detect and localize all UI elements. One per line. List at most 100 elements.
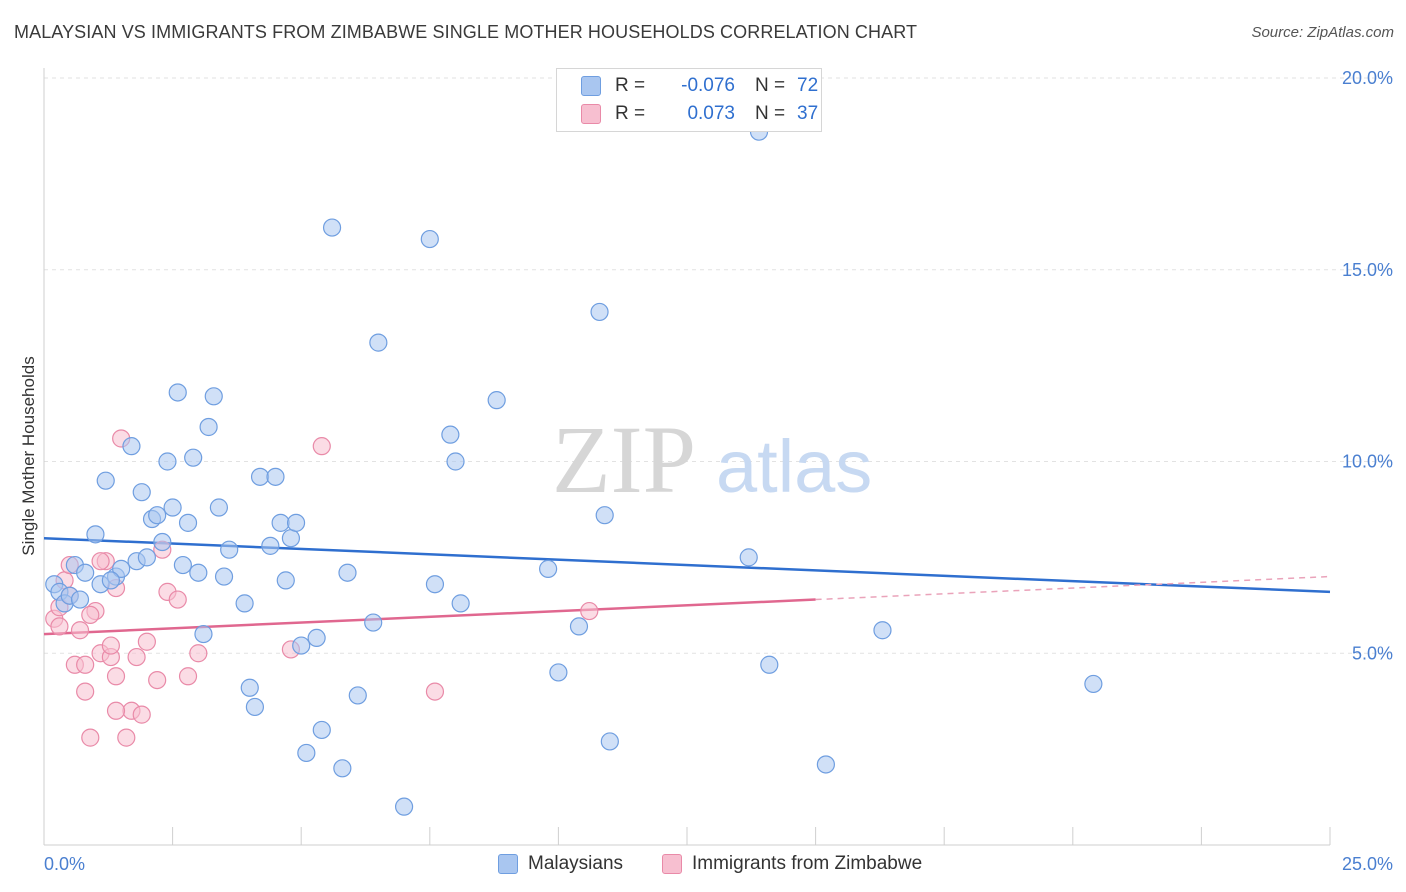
data-point bbox=[96, 471, 115, 490]
data-point bbox=[214, 567, 234, 586]
data-point bbox=[70, 590, 90, 609]
data-point bbox=[106, 701, 126, 720]
data-point bbox=[76, 655, 95, 674]
data-point bbox=[245, 697, 265, 717]
tick-labels: 5.0% 10.0% 15.0% 20.0% 0.0% 25.0% bbox=[44, 68, 1393, 874]
data-point bbox=[132, 705, 151, 724]
data-point bbox=[178, 513, 198, 532]
data-point bbox=[194, 624, 213, 644]
chart-title: MALAYSIAN VS IMMIGRANTS FROM ZIMBABWE SI… bbox=[14, 22, 918, 42]
data-point bbox=[101, 571, 120, 590]
data-point bbox=[184, 448, 203, 467]
data-point bbox=[297, 743, 316, 763]
data-point bbox=[549, 663, 568, 682]
data-point bbox=[312, 437, 331, 456]
data-point bbox=[189, 563, 208, 582]
legend-row-malaysians: R = -0.076 N = 72 bbox=[581, 73, 818, 99]
bottom-legend-zimbabwe: Immigrants from Zimbabwe bbox=[662, 853, 922, 875]
data-point bbox=[873, 621, 892, 640]
data-point bbox=[266, 467, 285, 486]
y-axis-label: Single Mother Households bbox=[19, 356, 38, 555]
data-point bbox=[1084, 674, 1103, 694]
data-point bbox=[250, 467, 270, 486]
trend-lines bbox=[43, 536, 1331, 636]
data-point bbox=[240, 678, 259, 697]
data-point bbox=[286, 513, 306, 532]
data-point bbox=[132, 483, 151, 502]
watermark: ZIP atlas bbox=[552, 406, 872, 513]
data-point bbox=[101, 636, 120, 655]
data-point bbox=[261, 536, 280, 555]
data-point bbox=[112, 559, 131, 578]
data-point bbox=[106, 667, 126, 686]
data-point bbox=[292, 636, 311, 655]
legend-n-label: N = bbox=[755, 103, 786, 124]
data-point bbox=[163, 498, 182, 517]
legend-swatch-malaysians bbox=[581, 76, 601, 96]
data-point bbox=[148, 506, 167, 525]
legend-r-label: R = bbox=[615, 75, 646, 96]
bottom-legend-swatch-malaysians bbox=[498, 854, 518, 874]
axes bbox=[43, 68, 1331, 846]
data-point bbox=[600, 732, 619, 751]
data-point bbox=[425, 575, 445, 594]
bottom-legend-label-zimbabwe: Immigrants from Zimbabwe bbox=[692, 853, 923, 874]
data-point bbox=[189, 644, 208, 663]
x-tick-label: 25.0% bbox=[1342, 854, 1393, 874]
data-point bbox=[590, 302, 609, 322]
data-point bbox=[168, 383, 187, 402]
data-point bbox=[199, 417, 218, 437]
data-point bbox=[276, 571, 295, 590]
watermark-atlas: atlas bbox=[716, 425, 872, 508]
legend: R = -0.076 N = 72 R = 0.073 N = 37 bbox=[556, 68, 822, 132]
data-point bbox=[168, 590, 187, 609]
data-point bbox=[81, 605, 100, 625]
data-point bbox=[158, 452, 177, 471]
data-point bbox=[539, 559, 558, 578]
bottom-legend-label-malaysians: Malaysians bbox=[528, 853, 624, 874]
data-point bbox=[369, 333, 388, 352]
data-point bbox=[148, 670, 167, 690]
bottom-legend-malaysians: Malaysians bbox=[498, 853, 623, 875]
data-point bbox=[595, 506, 614, 525]
bottom-legend: Malaysians Immigrants from Zimbabwe bbox=[0, 851, 1406, 877]
data-point bbox=[86, 525, 105, 544]
legend-r-label: R = bbox=[615, 103, 646, 124]
data-point bbox=[235, 594, 254, 613]
data-point bbox=[204, 387, 223, 406]
data-point bbox=[220, 540, 239, 559]
data-point bbox=[451, 594, 470, 613]
data-point bbox=[178, 667, 198, 686]
legend-n-value: 72 bbox=[797, 75, 819, 96]
data-point bbox=[425, 682, 445, 701]
data-point bbox=[76, 682, 95, 701]
data-points bbox=[45, 122, 1103, 816]
data-point bbox=[420, 229, 439, 249]
data-point bbox=[441, 425, 460, 444]
data-point bbox=[338, 563, 357, 582]
data-point bbox=[173, 555, 192, 575]
trend-line bbox=[43, 536, 1331, 594]
y-tick-label: 5.0% bbox=[1352, 643, 1393, 663]
data-point bbox=[81, 728, 100, 747]
data-point bbox=[127, 647, 146, 667]
data-point bbox=[91, 552, 110, 571]
data-point bbox=[281, 529, 301, 548]
data-point bbox=[569, 617, 589, 636]
x-tick-label: 0.0% bbox=[44, 854, 85, 874]
gridlines bbox=[44, 77, 1392, 654]
data-point bbox=[137, 632, 156, 651]
legend-swatch-zimbabwe bbox=[581, 104, 601, 124]
bottom-legend-swatch-zimbabwe bbox=[662, 854, 682, 874]
legend-r-value: -0.076 bbox=[681, 75, 735, 96]
data-point bbox=[816, 755, 835, 774]
y-tick-label: 10.0% bbox=[1342, 452, 1393, 472]
data-point bbox=[50, 617, 69, 636]
y-tick-label: 15.0% bbox=[1342, 260, 1393, 280]
data-point bbox=[312, 720, 331, 740]
data-point bbox=[333, 759, 352, 778]
data-point bbox=[271, 513, 290, 532]
data-point bbox=[348, 686, 367, 705]
data-point bbox=[209, 498, 228, 517]
trend-line-extension bbox=[815, 575, 1331, 601]
